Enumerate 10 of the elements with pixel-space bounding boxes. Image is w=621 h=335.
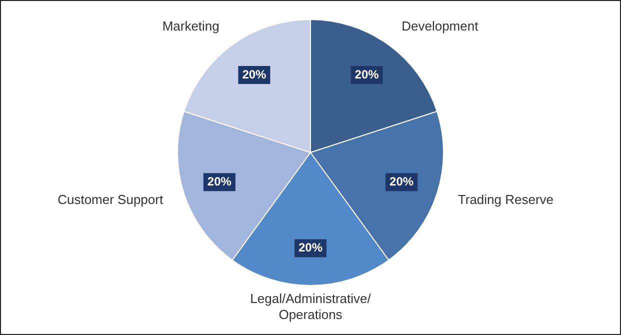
data-label: 20% (207, 174, 232, 188)
slice-label: Marketing (162, 18, 220, 34)
data-label: 20% (242, 67, 267, 82)
slice-label: Trading Reserve (458, 192, 554, 207)
data-label: 20% (354, 67, 380, 82)
slice-label: Legal/Administrative/Operations (250, 291, 372, 322)
data-label: 20% (298, 240, 323, 255)
data-label: 20% (390, 174, 414, 188)
slice-label: Customer Support (58, 192, 164, 207)
slice-label: Development (402, 18, 479, 34)
